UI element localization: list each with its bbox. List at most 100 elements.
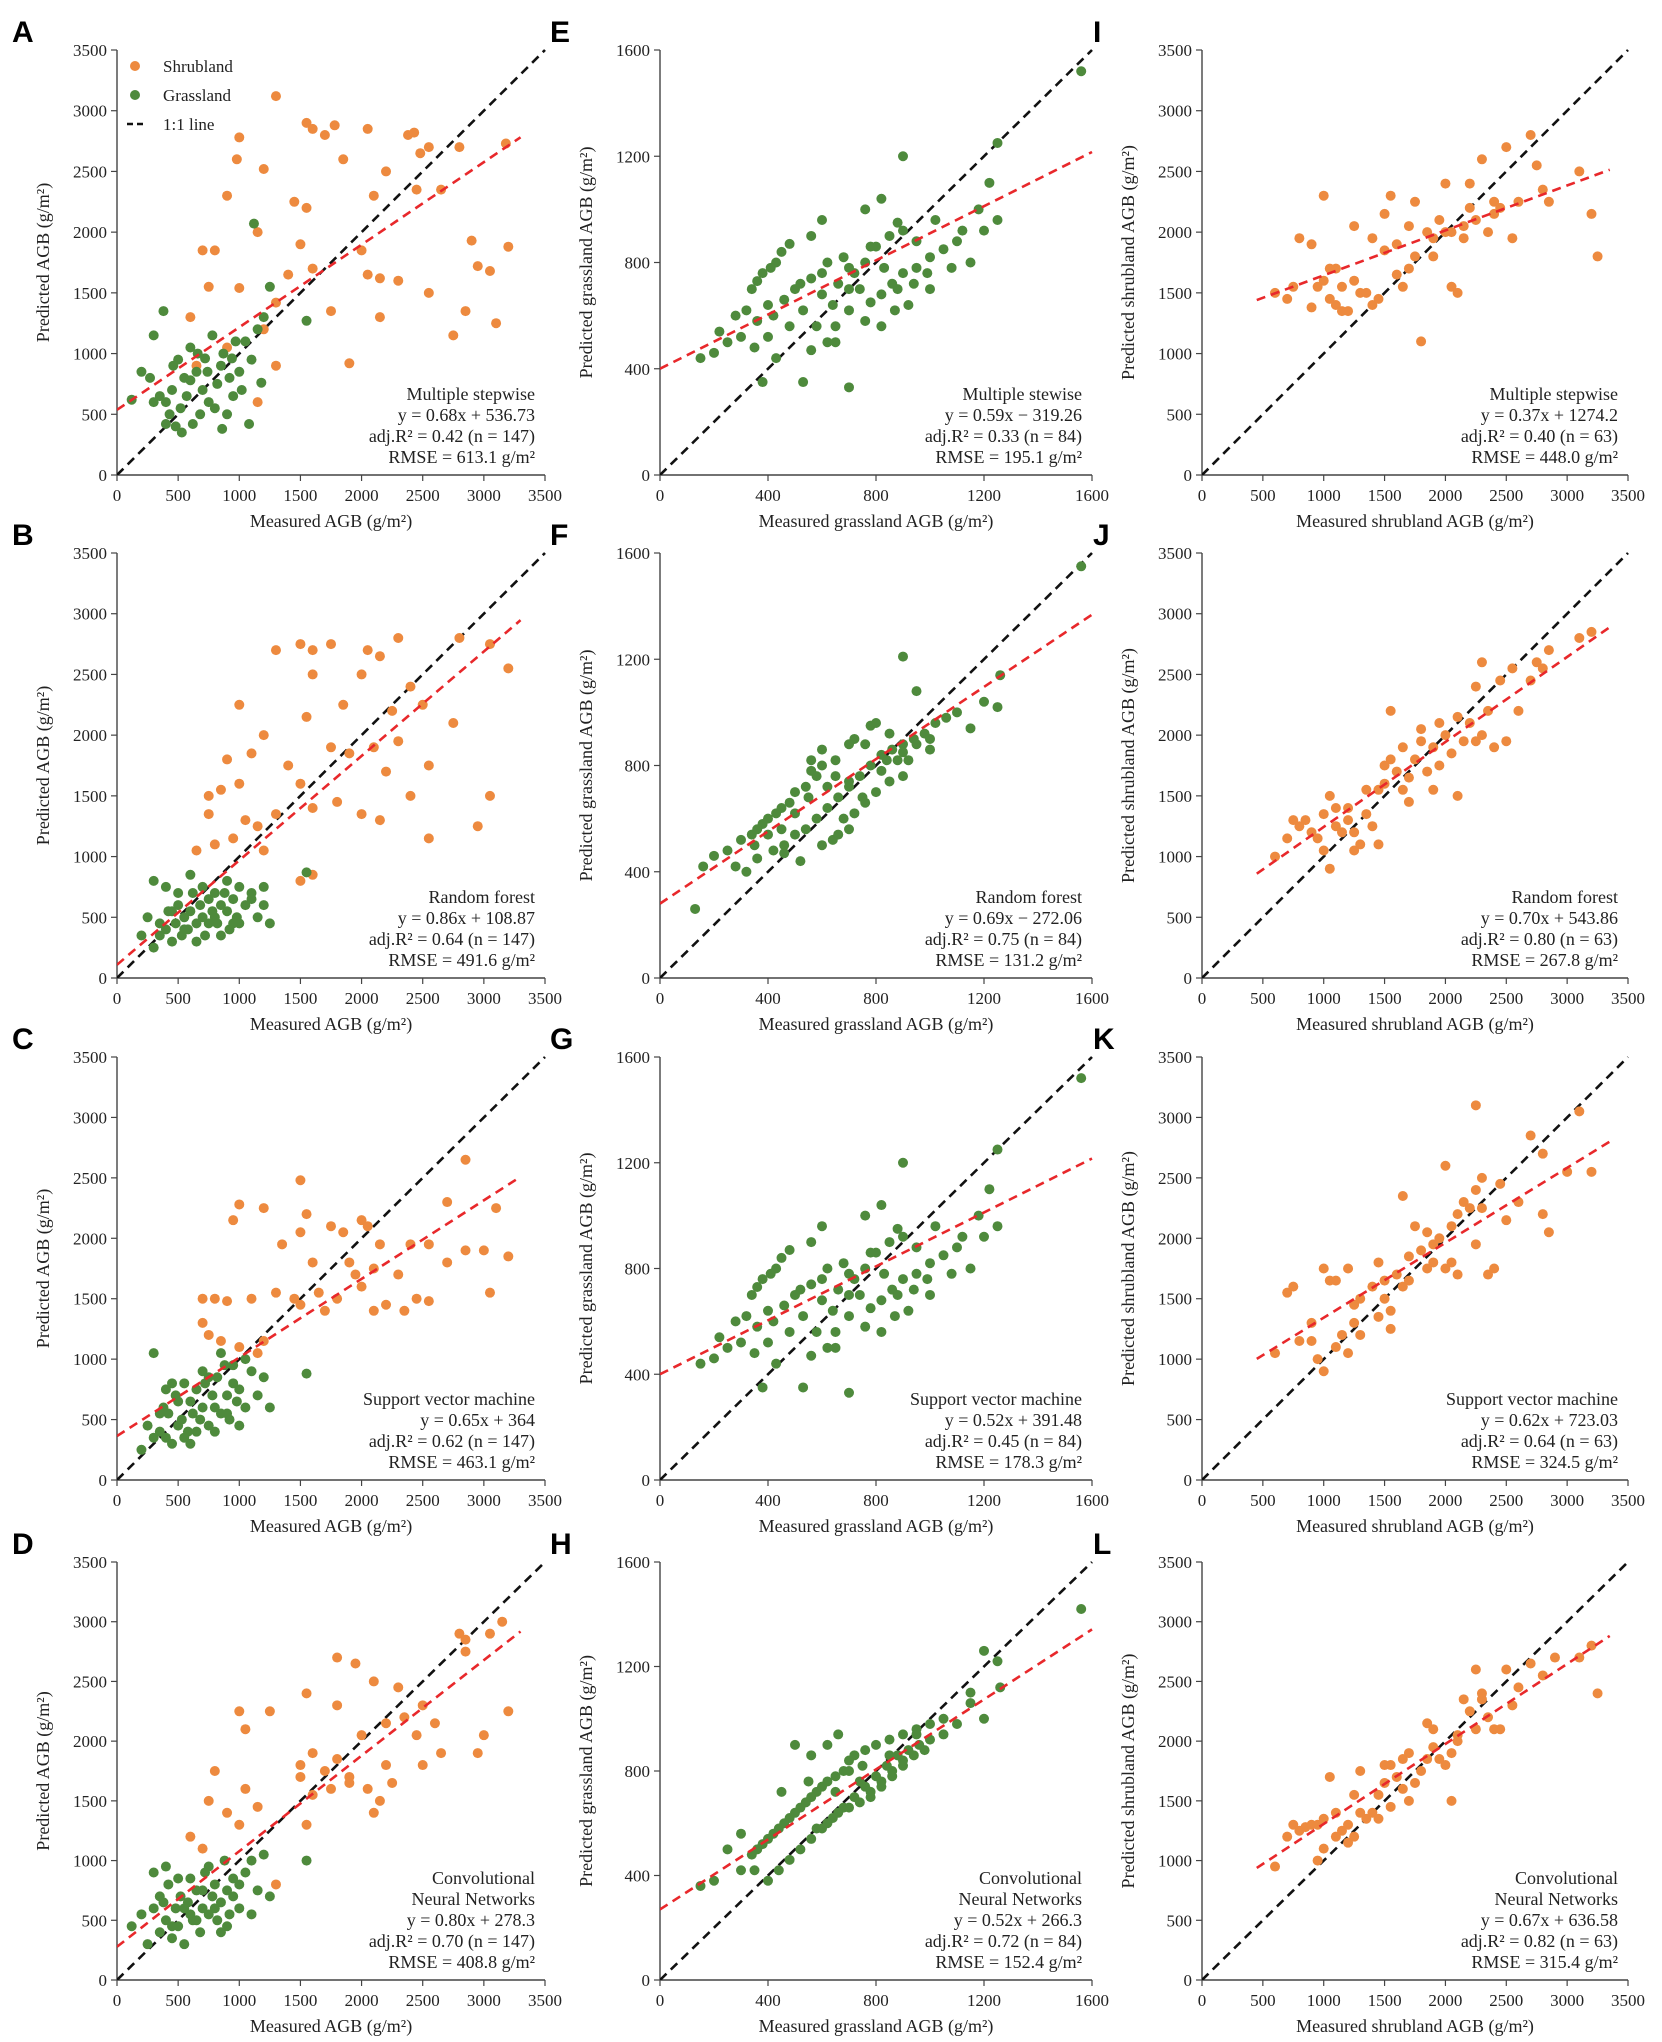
data-point	[1470, 1239, 1481, 1250]
data-point	[219, 1855, 230, 1866]
data-point	[246, 1909, 257, 1920]
data-point	[1367, 300, 1378, 310]
data-point	[387, 705, 398, 716]
data-point	[898, 1157, 908, 1168]
data-point	[854, 1797, 865, 1808]
panel-letter: J	[1093, 519, 1110, 552]
data-point	[1416, 336, 1427, 347]
data-point	[478, 1245, 489, 1256]
data-point	[197, 1293, 208, 1304]
data-point	[714, 1332, 725, 1343]
data-point	[1543, 196, 1554, 207]
x-axis-title: Measured grassland AGB (g/m²)	[759, 1014, 994, 1035]
data-point	[1343, 1263, 1354, 1274]
data-point	[167, 1921, 178, 1932]
data-point	[264, 918, 275, 929]
data-point	[246, 894, 257, 905]
data-point	[154, 1426, 165, 1437]
data-point	[736, 331, 746, 342]
series-grassland	[695, 1604, 1087, 1891]
data-point	[1458, 736, 1469, 747]
data-point	[779, 840, 790, 851]
y-tick-label: 500	[1167, 405, 1193, 424]
data-point	[838, 252, 849, 263]
data-point	[876, 1295, 887, 1306]
data-point	[1397, 1783, 1408, 1794]
data-point	[1379, 208, 1390, 219]
x-tick-label: 3000	[1550, 1991, 1584, 2010]
x-tick-label: 800	[863, 1991, 889, 2010]
data-point	[1410, 1221, 1420, 1232]
data-point	[1513, 705, 1524, 716]
data-point	[374, 651, 385, 662]
x-tick-label: 0	[113, 989, 122, 1008]
data-point	[222, 875, 233, 886]
data-point	[222, 1408, 233, 1419]
y-tick-label: 0	[1184, 1971, 1193, 1990]
x-tick-label: 400	[755, 1991, 781, 2010]
data-point	[387, 1777, 398, 1788]
data-point	[326, 306, 336, 317]
data-point	[854, 284, 865, 295]
data-point	[784, 1326, 795, 1337]
y-tick-label: 0	[99, 466, 108, 485]
data-point	[1403, 1748, 1414, 1759]
data-point	[1446, 1257, 1457, 1268]
data-point	[1464, 202, 1475, 213]
data-point	[258, 730, 269, 741]
data-point	[170, 918, 181, 929]
data-point	[898, 1755, 908, 1766]
data-point	[1397, 742, 1408, 753]
data-point	[423, 833, 434, 844]
data-point	[806, 765, 817, 776]
data-point	[295, 778, 306, 789]
panel-h: H 0 400 800 1200 1600 0 400 800 1200 1600 Measured …	[550, 1528, 1109, 2037]
x-tick-label: 1000	[222, 1991, 256, 2010]
data-point	[865, 720, 876, 731]
data-point	[1373, 1311, 1384, 1322]
data-point	[219, 888, 230, 898]
data-point	[222, 906, 233, 917]
data-point	[1312, 1354, 1323, 1365]
data-point	[892, 1223, 903, 1234]
data-point	[301, 867, 312, 878]
data-point	[246, 1855, 257, 1866]
data-point	[771, 1358, 782, 1369]
y-tick-label: 0	[1184, 1471, 1193, 1490]
data-point	[344, 1257, 355, 1268]
panel-i: I 0 500 1000 1500 2000 2500 3000 3500 0 500 1000 150…	[1093, 16, 1645, 532]
data-point	[181, 391, 192, 402]
data-point	[472, 261, 483, 272]
data-point	[191, 918, 202, 929]
stats-line: RMSE = 408.8 g/m²	[388, 1952, 535, 1972]
data-point	[203, 281, 214, 292]
data-point	[1385, 190, 1396, 201]
data-point	[749, 1348, 760, 1359]
data-point	[1403, 1251, 1414, 1262]
x-tick-label: 500	[1250, 989, 1276, 1008]
y-tick-label: 2000	[73, 1229, 107, 1248]
data-point	[884, 776, 895, 787]
data-point	[1343, 1819, 1354, 1830]
panel-l: L 0 500 1000 1500 2000 2500 3000 3500 0 500 1000 150…	[1093, 1528, 1645, 2037]
data-point	[350, 1269, 361, 1280]
data-point	[252, 324, 263, 335]
data-point	[197, 245, 208, 256]
data-point	[1403, 1275, 1414, 1286]
data-point	[154, 391, 165, 402]
data-point	[1270, 1861, 1281, 1872]
data-point	[1379, 1760, 1390, 1771]
one-to-one-line	[660, 1056, 1093, 1480]
y-tick-label: 500	[82, 1911, 108, 1930]
y-tick-label: 1000	[1158, 1852, 1192, 1871]
x-tick-label: 500	[1250, 1491, 1276, 1510]
data-point	[1434, 1233, 1445, 1244]
data-point	[922, 1274, 933, 1285]
data-point	[898, 747, 908, 758]
data-point	[215, 1897, 226, 1908]
data-point	[222, 1390, 233, 1401]
data-point	[142, 1420, 153, 1431]
x-tick-label: 1000	[1307, 486, 1341, 505]
data-point	[154, 1891, 165, 1902]
data-point	[1385, 1323, 1396, 1334]
